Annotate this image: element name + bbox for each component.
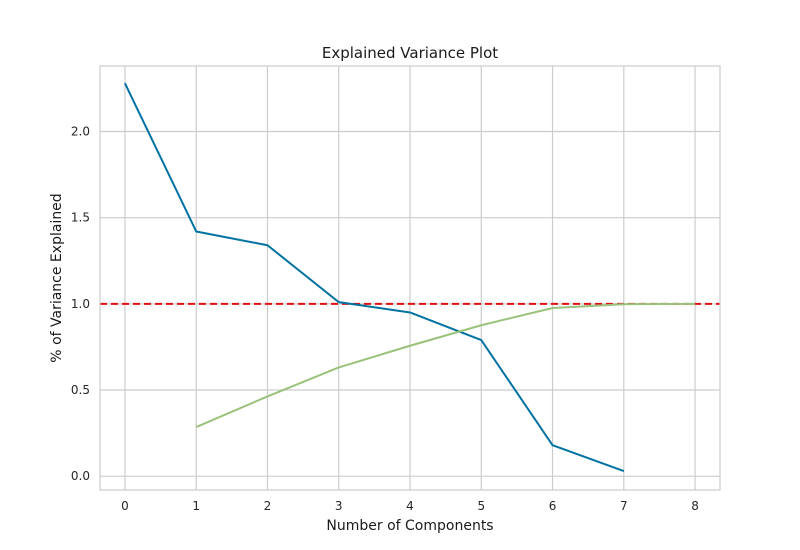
y-tick-label: 0.5	[71, 383, 90, 397]
series-line-1	[124, 82, 625, 472]
x-tick-label: 7	[620, 499, 628, 513]
x-tick-label: 5	[477, 499, 485, 513]
x-tick-label: 2	[264, 499, 272, 513]
y-axis-label: % of Variance Explained	[49, 193, 65, 362]
x-tick-labels: 0 1 2 3 4 5 6 7 8	[121, 499, 699, 513]
x-tick-label: 8	[691, 499, 699, 513]
y-tick-label: 0.0	[71, 469, 90, 483]
y-tick-labels: 0.0 0.5 1.0 1.5 2.0	[71, 124, 90, 483]
x-tick-label: 3	[335, 499, 343, 513]
series-group	[124, 82, 696, 472]
x-tick-label: 4	[406, 499, 414, 513]
plot-frame	[99, 65, 721, 491]
x-axis-label: Number of Components	[326, 518, 493, 534]
y-tick-label: 1.0	[71, 297, 90, 311]
series-line-2	[195, 302, 696, 429]
chart-title: Explained Variance Plot	[322, 44, 498, 62]
x-tick-label: 6	[549, 499, 557, 513]
y-tick-label: 1.5	[71, 211, 90, 225]
x-tick-label: 1	[192, 499, 200, 513]
x-tick-label: 0	[121, 499, 129, 513]
y-tick-label: 2.0	[71, 124, 90, 138]
